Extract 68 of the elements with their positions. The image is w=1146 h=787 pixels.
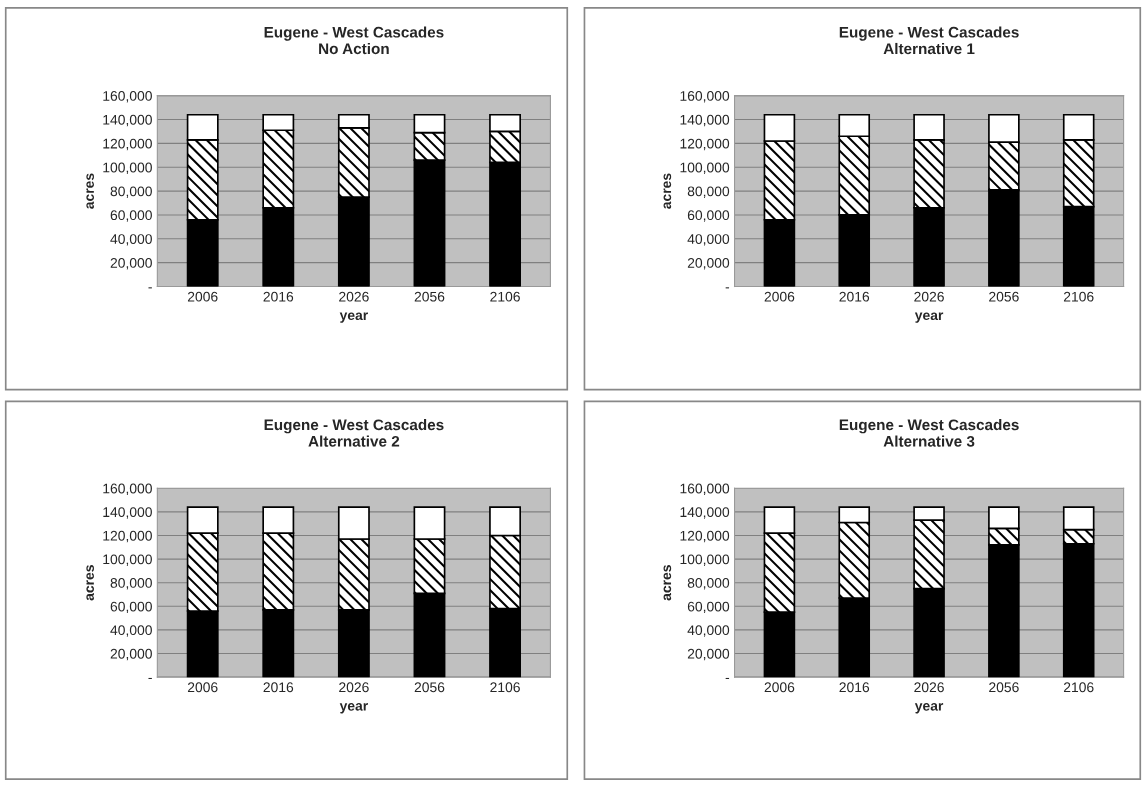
x-tick-label: 2056 xyxy=(989,291,1019,302)
x-axis-title: year xyxy=(914,703,944,714)
x-axis-title: year xyxy=(914,312,944,323)
y-tick-label: 100,000 xyxy=(103,554,152,566)
x-tick-label: 2106 xyxy=(490,291,520,302)
y-tick-label: 40,000 xyxy=(110,625,152,637)
y-tick-label: 60,000 xyxy=(110,601,152,614)
chart-title: Eugene - West Cascades Alternative 3 xyxy=(839,418,1019,447)
y-tick-label: 40,000 xyxy=(687,234,730,246)
y-tick-label: 20,000 xyxy=(687,257,730,270)
y-tick-label: - xyxy=(148,677,152,680)
y-tick-label: 120,000 xyxy=(103,530,152,543)
y-tick-label: 140,000 xyxy=(680,114,730,127)
chart-title: Eugene - West Cascades Alternative 1 xyxy=(839,26,1019,55)
y-tick-label: 60,000 xyxy=(687,601,730,614)
y-tick-label: - xyxy=(725,677,730,680)
y-tick-label: - xyxy=(725,287,730,289)
y-tick-label: 140,000 xyxy=(103,114,152,127)
x-tick-label: 2026 xyxy=(339,682,369,693)
y-axis-title: acres xyxy=(663,565,672,601)
y-tick-label: 40,000 xyxy=(110,234,152,246)
y-tick-label: 160,000 xyxy=(680,483,730,496)
y-axis-title: acres xyxy=(86,565,94,601)
y-tick-label: 40,000 xyxy=(687,625,730,637)
x-tick-label: 2026 xyxy=(914,291,944,302)
x-tick-label: 2016 xyxy=(263,682,294,693)
y-tick-label: 120,000 xyxy=(680,530,730,543)
x-tick-label: 2056 xyxy=(989,682,1019,693)
x-tick-label: 2056 xyxy=(414,291,445,302)
y-tick-label: 20,000 xyxy=(110,648,152,661)
y-tick-label: 120,000 xyxy=(103,138,152,151)
x-tick-label: 2016 xyxy=(839,291,870,302)
x-tick-label: 2026 xyxy=(914,682,944,693)
y-tick-label: 60,000 xyxy=(110,210,152,222)
x-tick-label: 2016 xyxy=(263,291,294,302)
y-tick-label: 20,000 xyxy=(110,257,152,270)
y-tick-label: 100,000 xyxy=(103,162,152,175)
x-tick-label: 2106 xyxy=(490,682,520,693)
y-tick-label: 140,000 xyxy=(680,507,730,519)
y-tick-label: 160,000 xyxy=(103,483,152,496)
x-tick-label: 2106 xyxy=(1063,682,1094,693)
x-tick-label: 2106 xyxy=(1063,291,1094,302)
y-tick-label: - xyxy=(148,287,152,289)
x-axis-title: year xyxy=(339,312,368,323)
y-tick-label: 60,000 xyxy=(687,210,730,222)
x-axis-title: year xyxy=(339,703,368,714)
y-tick-label: 80,000 xyxy=(687,578,730,590)
x-tick-label: 2006 xyxy=(764,291,795,302)
y-tick-label: 140,000 xyxy=(103,507,152,519)
y-tick-label: 80,000 xyxy=(687,186,730,198)
y-axis-title: acres xyxy=(663,173,672,209)
y-tick-label: 100,000 xyxy=(680,554,730,566)
x-tick-label: 2026 xyxy=(339,291,369,302)
y-tick-label: 160,000 xyxy=(680,90,730,103)
y-tick-label: 160,000 xyxy=(103,90,152,103)
x-tick-label: 2056 xyxy=(414,682,445,693)
y-tick-label: 100,000 xyxy=(680,162,730,175)
x-tick-label: 2006 xyxy=(764,682,795,693)
chart-title: Eugene - West Cascades Alternative 2 xyxy=(264,418,444,447)
chart-title: Eugene - West Cascades No Action xyxy=(264,26,444,55)
x-tick-label: 2006 xyxy=(187,291,218,302)
y-tick-label: 80,000 xyxy=(110,186,152,198)
y-tick-label: 80,000 xyxy=(110,578,152,590)
x-tick-label: 2016 xyxy=(839,682,870,693)
x-tick-label: 2006 xyxy=(187,682,218,693)
y-axis-title: acres xyxy=(86,173,94,209)
y-tick-label: 120,000 xyxy=(680,138,730,151)
y-tick-label: 20,000 xyxy=(687,648,730,661)
